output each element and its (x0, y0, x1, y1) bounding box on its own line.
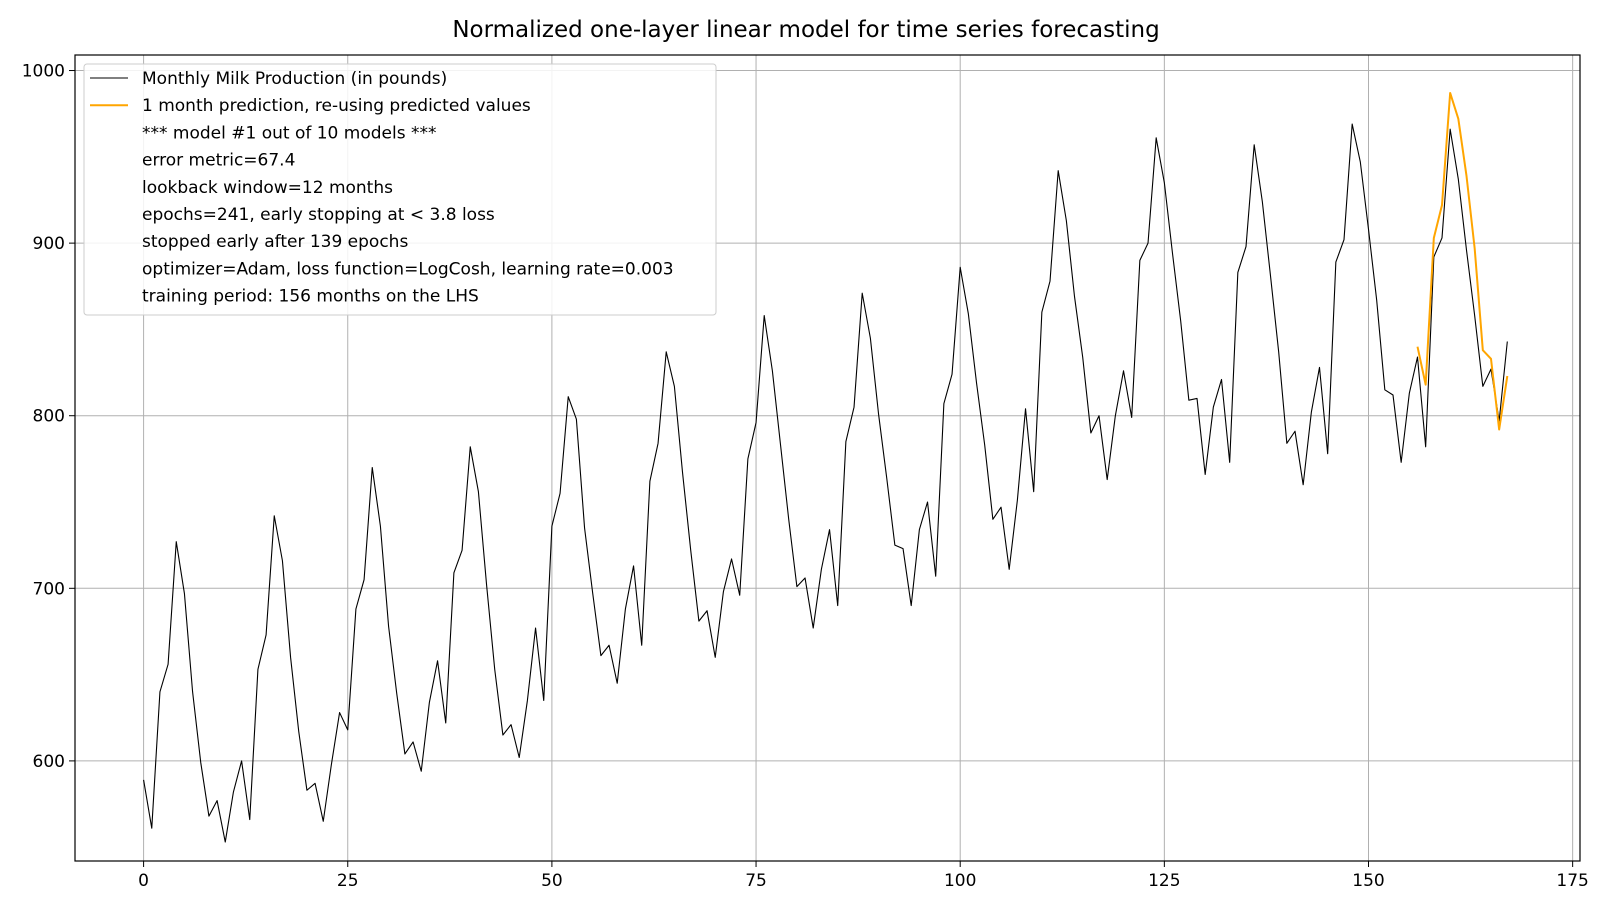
legend-entry: epochs=241, early stopping at < 3.8 loss (142, 205, 495, 225)
x-tick-label: 175 (1556, 871, 1588, 891)
legend-entry: lookback window=12 months (142, 178, 393, 198)
plot-frame (74, 54, 1581, 862)
legend-entry: training period: 156 months on the LHS (142, 287, 479, 307)
chart-title: Normalized one-layer linear model for ti… (452, 17, 1159, 43)
legend: Monthly Milk Production (in pounds) 1 mon… (83, 63, 717, 316)
series-line-prediction (1416, 91, 1509, 431)
series-group (143, 91, 1509, 843)
series-line-actual (143, 123, 1508, 843)
x-tick-label: 100 (944, 871, 976, 891)
legend-entry: Monthly Milk Production (in pounds) (142, 69, 447, 89)
legend-entry: error metric=67.4 (142, 151, 295, 171)
x-tick-label: 75 (745, 871, 767, 891)
legend-box (83, 63, 717, 316)
y-tick-label: 600 (33, 752, 65, 772)
y-tick-label: 1000 (22, 62, 65, 82)
y-tick-label: 800 (33, 407, 65, 427)
legend-entry: optimizer=Adam, loss function=LogCosh, l… (142, 259, 674, 279)
legend-entry: *** model #1 out of 10 models *** (142, 123, 436, 143)
x-tick-label: 150 (1352, 871, 1384, 891)
y-tick-label: 900 (33, 234, 65, 254)
legend-entry: 1 month prediction, re-using predicted v… (142, 96, 531, 116)
x-tick-label: 125 (1148, 871, 1180, 891)
axis-ticks: 0 25 50 75 100 125 150 175 600 700 800 900 1000 (22, 62, 1589, 891)
x-tick-label: 0 (138, 871, 149, 891)
legend-entry: stopped early after 139 epochs (142, 232, 408, 252)
x-tick-label: 50 (541, 871, 563, 891)
x-tick-label: 25 (337, 871, 359, 891)
y-tick-label: 700 (33, 579, 65, 599)
